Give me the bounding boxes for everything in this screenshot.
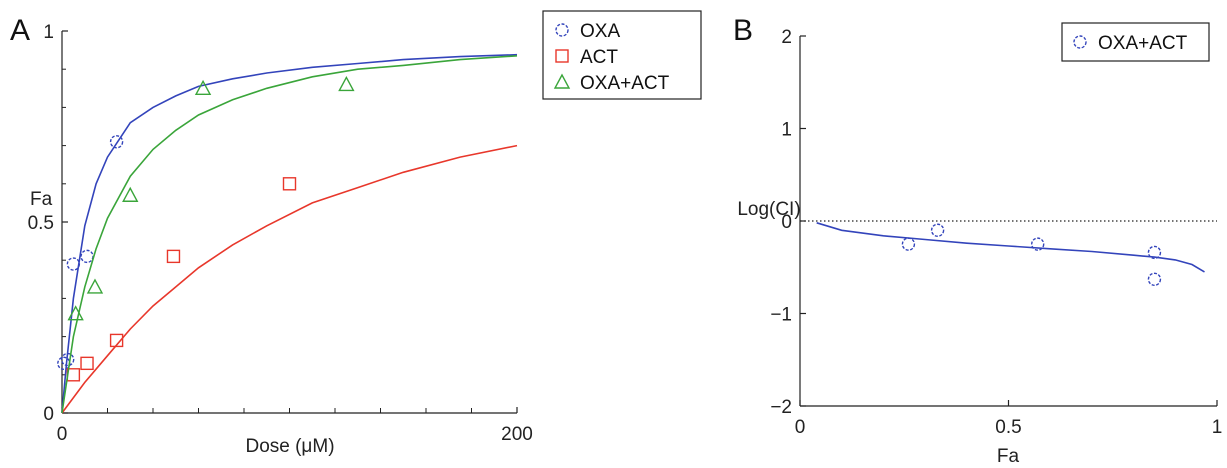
panel-a-oxa-fit-curve — [61, 53, 518, 414]
panel-b-x-axis-label: Fa — [997, 446, 1020, 467]
panel-b-y-axis-label: Log(CI) — [737, 199, 800, 220]
panel-b-oxa-act-data-point — [930, 223, 945, 237]
panel-a-x-tick-label: 0 — [57, 424, 68, 445]
panel-a-act-data-point — [166, 249, 181, 264]
panel-a-oxa-data-point — [60, 352, 75, 367]
panel-a-act-data-point — [80, 356, 94, 371]
panel-a-x-axis-label: Dose (μM) — [245, 436, 334, 457]
panel-a-x-tick-label: 200 — [501, 424, 533, 445]
panel-b-y-tick-label: −2 — [770, 397, 792, 418]
panel-a-oxa-data-point — [66, 257, 81, 271]
panel-a-oxa-act-fit-curve — [61, 55, 518, 414]
panel-a-oxa-act-data-point — [86, 278, 104, 294]
panel-a-legend-box — [542, 10, 702, 100]
panel-a-legend-act-marker — [555, 49, 569, 63]
panel-b-legend-oxa-act-marker — [1073, 35, 1087, 49]
panel-a-oxa-data-point — [80, 249, 94, 264]
panel-b-legend: OXA+ACT — [1061, 22, 1210, 62]
panel-b-y-tick-label: 2 — [781, 27, 792, 48]
panel-b-oxa-act-fit-curve — [816, 222, 1205, 273]
panel-a-y-tick-label: 0 — [43, 404, 54, 425]
panel-a-y-tick-label: 0.5 — [28, 213, 54, 234]
panel-b-legend-oxa-act-label: OXA+ACT — [1098, 33, 1188, 54]
panel-b-x-tick-label: 1 — [1212, 417, 1223, 438]
panel-a-legend-oxa-marker — [555, 23, 569, 37]
panel-a-y-tick-label: 1 — [43, 22, 54, 43]
panel-a-y-axis-label: Fa — [30, 189, 53, 210]
panel-b-y-tick-label: −1 — [770, 305, 792, 326]
panel-a-legend-oxa-act-marker — [553, 73, 571, 89]
panel-a-oxa-act-data-point — [67, 305, 84, 321]
panel-b-oxa-act-data-point — [1147, 272, 1162, 286]
panel-a-legend: OXA ACT OXA+ACT — [542, 10, 702, 100]
panel-b-oxa-act-data-point — [901, 237, 916, 251]
panel-a-oxa-act-data-point — [338, 76, 355, 92]
panel-a-legend-oxa-act-label: OXA+ACT — [580, 73, 670, 94]
panel-b-y-tick-label: 1 — [781, 120, 792, 141]
panel-b-x-tick-label: 0 — [795, 417, 806, 438]
panel-b-x-tick-label: 0.5 — [995, 417, 1021, 438]
panel-a-legend-act-label: ACT — [580, 47, 618, 68]
panel-b-y-tick-label: 0 — [781, 212, 792, 233]
panel-a-oxa-act-data-point — [122, 186, 139, 202]
panel-a-act-data-point — [66, 368, 81, 382]
panel-a-oxa-data-point — [109, 135, 124, 149]
panel-a-act-data-point — [282, 177, 297, 191]
panel-a: A 0 200 0 0.5 1 Fa Dose (μM) OXA ACT OXA+ACT — [10, 10, 702, 457]
panel-a-oxa-act-data-point — [194, 79, 212, 96]
panel-b-label: B — [733, 14, 753, 47]
panel-b-oxa-act-data-point — [1030, 237, 1045, 251]
panel-a-act-data-point — [109, 333, 124, 348]
panel-b: B 0 0.5 1 −2 −1 0 1 2 Log(CI) Fa OXA+ACT — [733, 14, 1222, 467]
panel-a-label: A — [10, 14, 30, 47]
panel-a-act-fit-curve — [61, 144, 518, 414]
panel-a-legend-oxa-label: OXA — [580, 21, 620, 42]
